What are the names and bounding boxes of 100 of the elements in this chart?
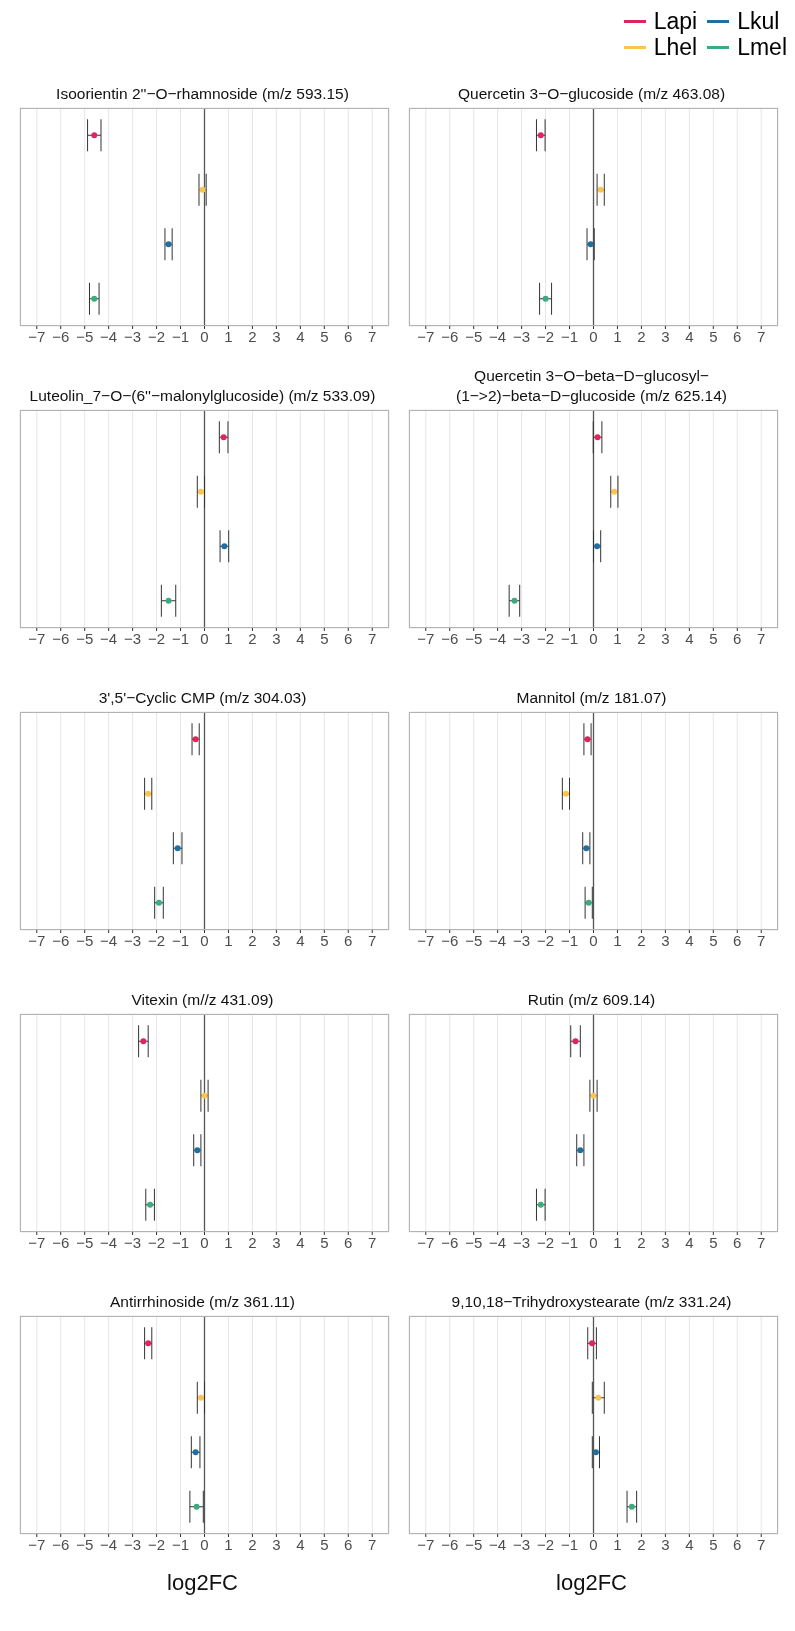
x-tick-label: −7 bbox=[417, 629, 435, 647]
x-tick-label: −1 bbox=[560, 1535, 579, 1553]
x-tick-label: 1 bbox=[224, 931, 233, 949]
x-tick-label: 5 bbox=[320, 1535, 329, 1553]
x-tick-label: −5 bbox=[76, 931, 94, 949]
x-tick-label: −6 bbox=[52, 629, 70, 647]
x-tick-label: 3 bbox=[661, 629, 670, 647]
point bbox=[595, 1394, 602, 1401]
x-tick-label: −1 bbox=[171, 327, 190, 345]
x-tick-label: −1 bbox=[560, 1233, 579, 1251]
x-tick-label: 1 bbox=[613, 1233, 622, 1251]
x-tick-label: 6 bbox=[733, 931, 742, 949]
x-tick-label: −2 bbox=[537, 327, 555, 345]
x-tick-label: 1 bbox=[613, 629, 622, 647]
x-tick-label: 6 bbox=[344, 629, 353, 647]
x-tick-label: −5 bbox=[76, 327, 94, 345]
x-tick-label: 5 bbox=[320, 931, 329, 949]
x-tick-label: 0 bbox=[589, 931, 598, 949]
x-tick-label: −6 bbox=[52, 1535, 70, 1553]
x-tick-label: −7 bbox=[417, 1535, 435, 1553]
x-tick-label: 3 bbox=[272, 1535, 281, 1553]
x-tick-label: 4 bbox=[296, 1233, 305, 1251]
x-tick-label: 1 bbox=[224, 629, 233, 647]
x-tick-label: 1 bbox=[613, 1535, 622, 1553]
x-tick-label: −1 bbox=[171, 1233, 190, 1251]
x-tick-label: −2 bbox=[148, 931, 166, 949]
x-tick-label: −2 bbox=[537, 1535, 555, 1553]
x-tick-label: −6 bbox=[52, 327, 70, 345]
x-tick-label: 2 bbox=[248, 931, 257, 949]
x-tick-label: −2 bbox=[148, 327, 166, 345]
x-tick-label: 4 bbox=[685, 1535, 694, 1553]
x-tick-label: −7 bbox=[417, 327, 435, 345]
x-tick-label: 3 bbox=[661, 931, 670, 949]
x-tick-label: 1 bbox=[613, 327, 622, 345]
x-tick-label: 2 bbox=[637, 327, 646, 345]
x-tick-label: 0 bbox=[200, 327, 209, 345]
x-tick-label: −4 bbox=[100, 327, 118, 345]
x-tick-label: 2 bbox=[637, 629, 646, 647]
x-tick-label: −6 bbox=[441, 327, 459, 345]
x-tick-label: −7 bbox=[28, 1233, 46, 1251]
x-tick-label: 4 bbox=[685, 1233, 694, 1251]
x-tick-label: 4 bbox=[296, 931, 305, 949]
x-tick-label: 5 bbox=[320, 1233, 329, 1251]
x-tick-label: 1 bbox=[613, 931, 622, 949]
x-tick-label: −3 bbox=[513, 629, 531, 647]
x-tick-label: −3 bbox=[124, 931, 142, 949]
x-tick-label: −5 bbox=[76, 1233, 94, 1251]
x-tick-label: 7 bbox=[757, 1535, 766, 1553]
x-tick-label: 0 bbox=[589, 1233, 598, 1251]
x-tick-label: −1 bbox=[171, 931, 190, 949]
x-tick-label: −7 bbox=[28, 629, 46, 647]
x-tick-label: −7 bbox=[28, 327, 46, 345]
x-tick-label: 7 bbox=[368, 1233, 377, 1251]
x-tick-label: −6 bbox=[441, 629, 459, 647]
x-tick-label: 1 bbox=[224, 327, 233, 345]
x-tick-label: 7 bbox=[368, 1535, 377, 1553]
x-axis-title: log2FC bbox=[166, 1570, 239, 1596]
x-tick-label: −7 bbox=[28, 1535, 46, 1553]
point bbox=[542, 295, 549, 302]
x-tick-label: 7 bbox=[757, 327, 766, 345]
x-tick-label: −4 bbox=[489, 327, 507, 345]
x-tick-label: −5 bbox=[465, 327, 483, 345]
x-tick-label: 7 bbox=[368, 629, 377, 647]
x-tick-label: −7 bbox=[28, 931, 46, 949]
legend-label: Lhel bbox=[653, 34, 698, 60]
x-tick-label: −2 bbox=[537, 629, 555, 647]
x-tick-label: 3 bbox=[661, 1535, 670, 1553]
x-tick-label: 4 bbox=[685, 931, 694, 949]
x-tick-label: −6 bbox=[52, 931, 70, 949]
x-tick-label: −3 bbox=[124, 629, 142, 647]
x-tick-label: 6 bbox=[733, 1535, 742, 1553]
x-tick-label: 7 bbox=[757, 629, 766, 647]
x-tick-label: −3 bbox=[124, 1233, 142, 1251]
x-tick-label: 4 bbox=[296, 1535, 305, 1553]
x-tick-label: 4 bbox=[685, 327, 694, 345]
x-tick-label: 5 bbox=[709, 931, 718, 949]
x-tick-label: 0 bbox=[589, 327, 598, 345]
x-tick-label: 7 bbox=[368, 931, 377, 949]
x-tick-label: 4 bbox=[296, 629, 305, 647]
x-tick-label: 0 bbox=[589, 1535, 598, 1553]
x-tick-label: 5 bbox=[709, 1233, 718, 1251]
chart-title: Isoorientin 2''−O−rhamnoside (m/z 593.15) bbox=[56, 84, 349, 104]
x-tick-label: −1 bbox=[560, 629, 579, 647]
x-tick-label: 5 bbox=[320, 327, 329, 345]
x-tick-label: 1 bbox=[224, 1535, 233, 1553]
chart-title: Rutin (m/z 609.14) bbox=[527, 990, 656, 1010]
x-tick-label: 2 bbox=[637, 931, 646, 949]
x-tick-label: 5 bbox=[320, 629, 329, 647]
legend-label: Lmel bbox=[737, 34, 787, 60]
x-tick-label: −4 bbox=[489, 629, 507, 647]
x-tick-label: −3 bbox=[513, 931, 531, 949]
chart-title: 3',5'−Cyclic CMP (m/z 304.03) bbox=[98, 688, 307, 708]
x-tick-label: 4 bbox=[296, 327, 305, 345]
x-tick-label: 0 bbox=[200, 1233, 209, 1251]
x-tick-label: 6 bbox=[344, 931, 353, 949]
x-tick-label: 3 bbox=[661, 327, 670, 345]
x-tick-label: 2 bbox=[637, 1535, 646, 1553]
legend-label: Lapi bbox=[653, 8, 698, 34]
x-tick-label: −3 bbox=[124, 327, 142, 345]
x-tick-label: −2 bbox=[148, 1535, 166, 1553]
